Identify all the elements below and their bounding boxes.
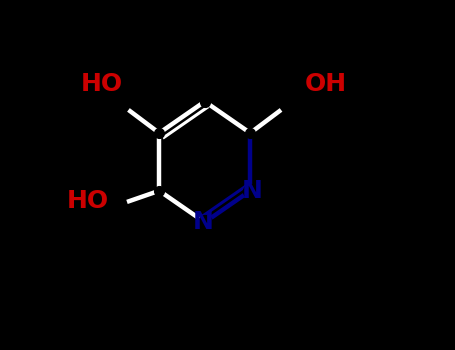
Text: N: N xyxy=(192,210,213,234)
Text: HO: HO xyxy=(81,72,123,96)
Text: OH: OH xyxy=(304,72,347,96)
Text: N: N xyxy=(242,179,263,203)
Text: HO: HO xyxy=(66,189,109,213)
